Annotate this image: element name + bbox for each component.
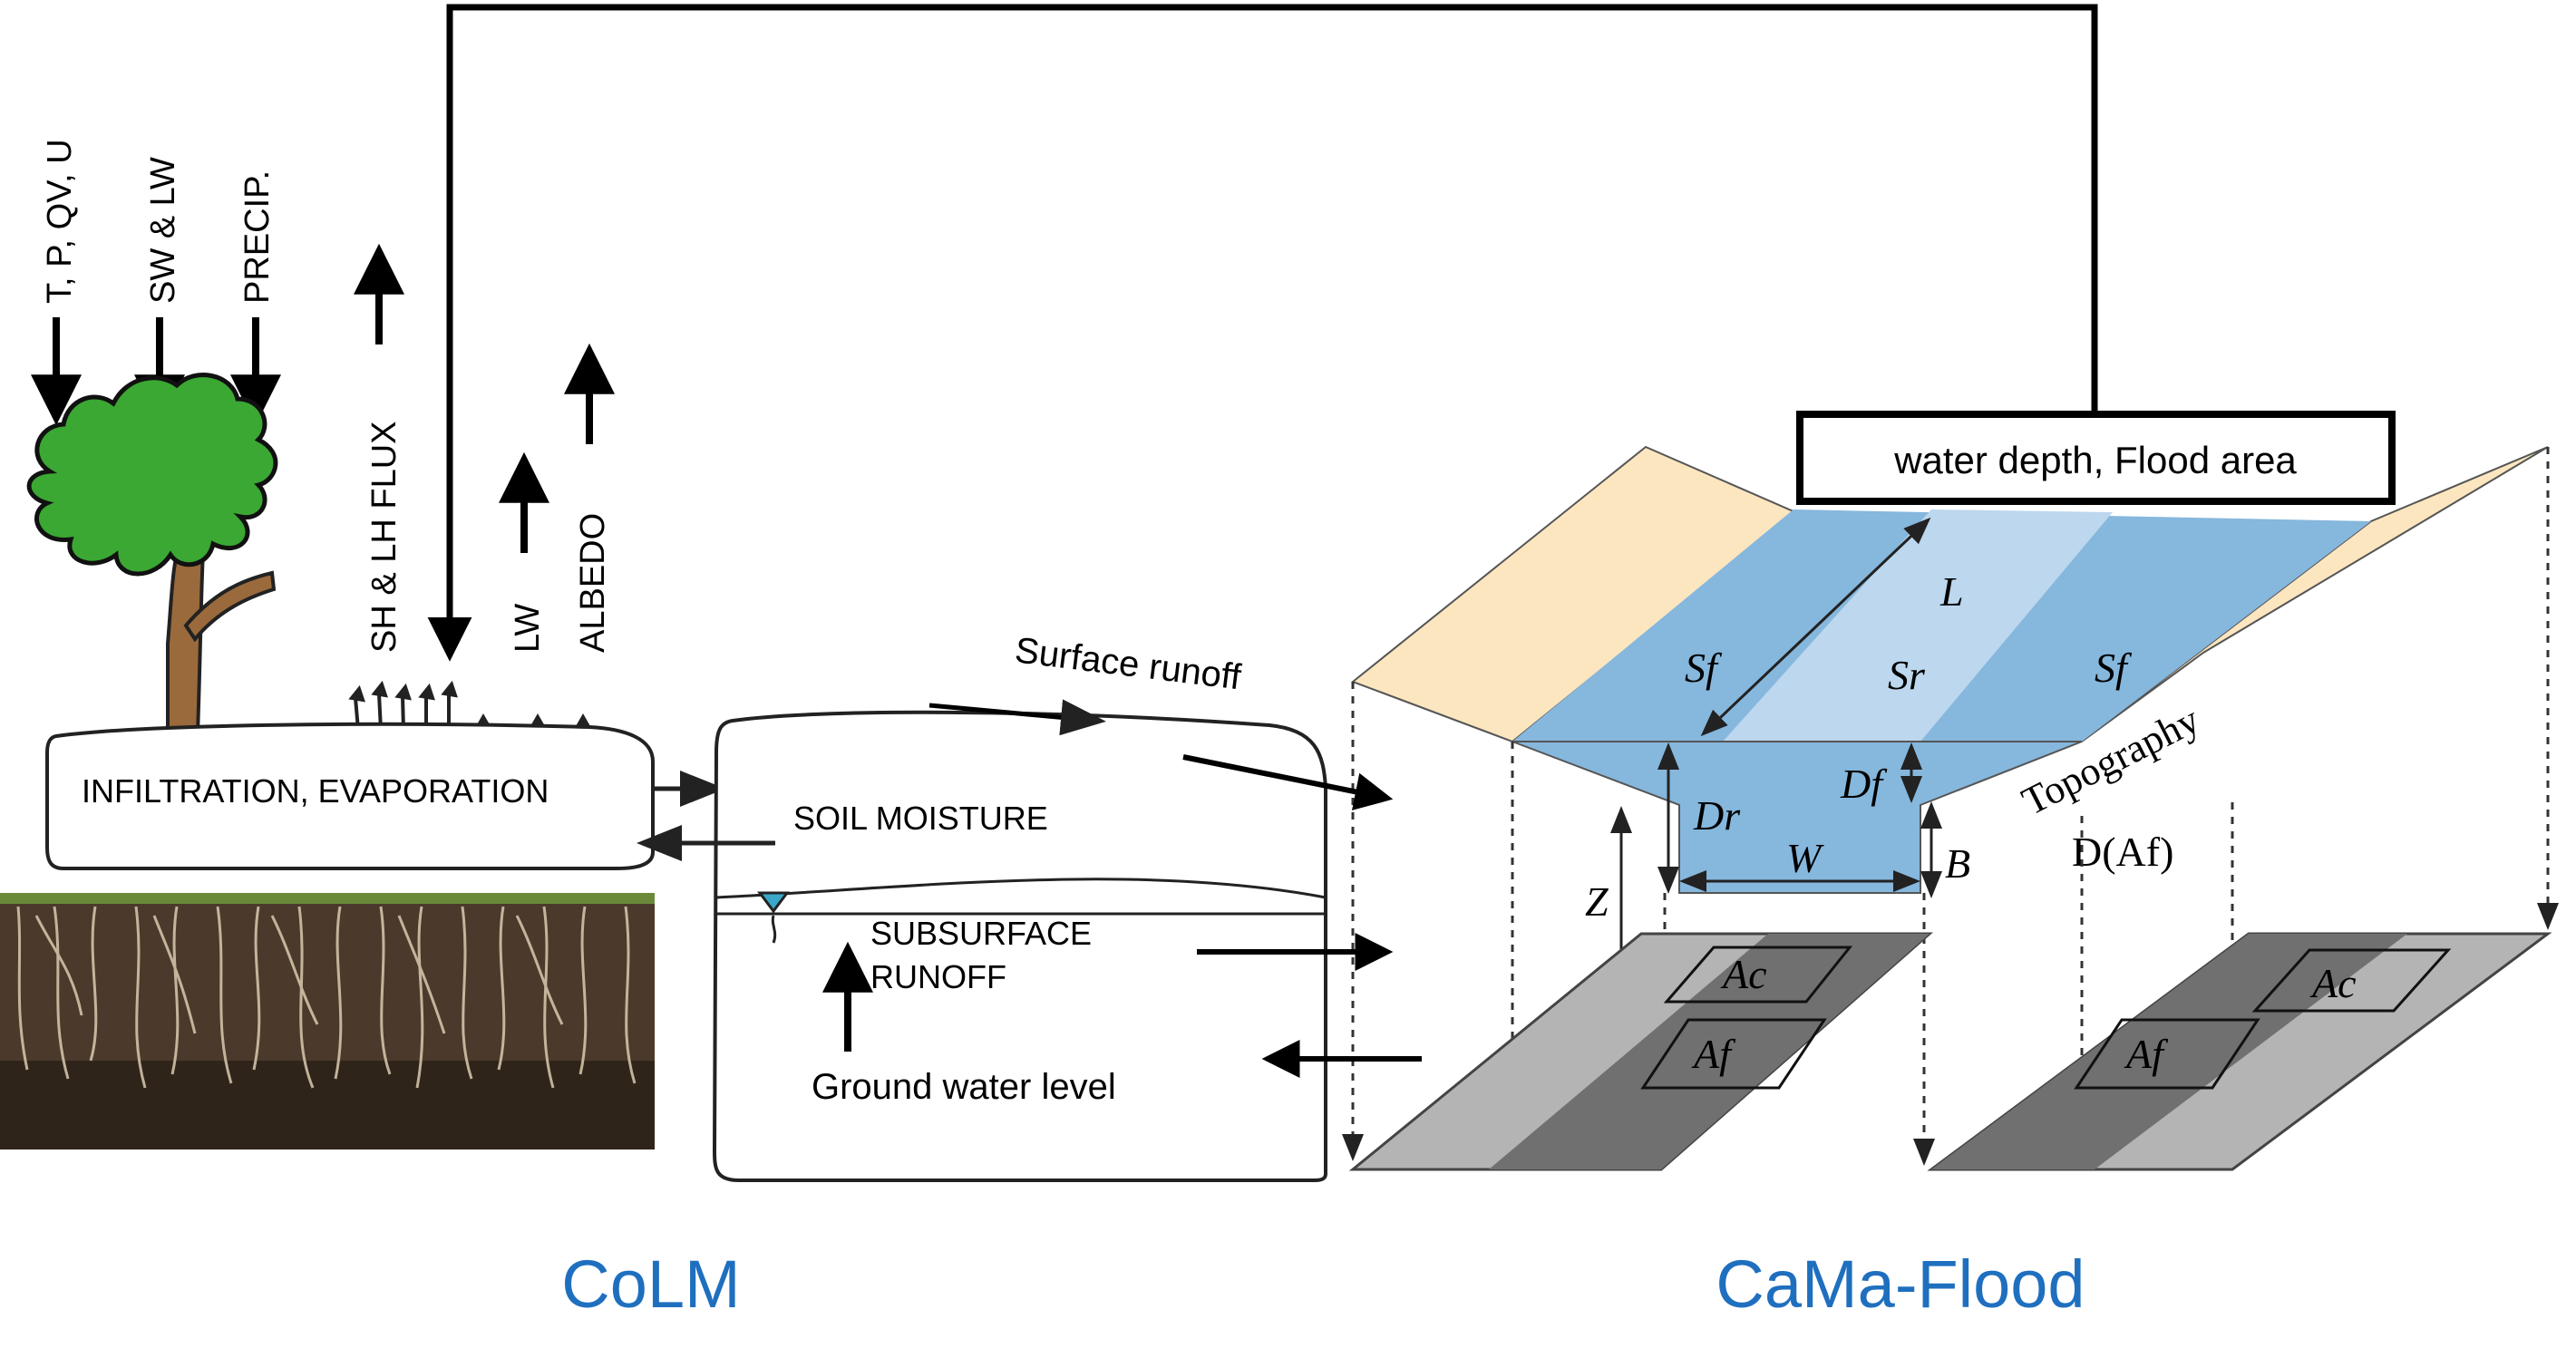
label-Z: Z — [1585, 878, 1609, 925]
grid-cell-right: Ac Af — [1927, 932, 2552, 1171]
label-Dr: Dr — [1693, 792, 1741, 839]
model-label-colm: CoLM — [561, 1246, 740, 1322]
label-Af-right: Af — [2124, 1031, 2169, 1077]
label-sh-lh-flux: SH & LH FLUX — [365, 421, 403, 653]
label-B: B — [1945, 840, 1970, 887]
label-soil-moisture: SOIL MOISTURE — [793, 800, 1048, 837]
label-subsurface: SUBSURFACE — [870, 915, 1092, 952]
atmospheric-forcing: T, P, QV, U SW & LW PRECIP. SH & LH FLUX… — [31, 139, 615, 653]
label-Sf-left: Sf — [1685, 645, 1723, 691]
feedback-box — [1796, 411, 2396, 505]
label-Ac-left: Ac — [1720, 951, 1767, 997]
label-Ac-right: Ac — [2309, 960, 2357, 1006]
label-L: L — [1939, 568, 1964, 615]
label-d-af: D(Af) — [2072, 829, 2173, 875]
soil-column-box: SOIL MOISTURE SUBSURFACE RUNOFF Ground w… — [637, 699, 1327, 1182]
label-Sr: Sr — [1888, 652, 1926, 698]
label-Sf-right: Sf — [2095, 645, 2133, 691]
label-ground-water-level: Ground water level — [812, 1067, 1116, 1107]
tree-illustration — [26, 373, 278, 768]
land-surface-box: INFILTRATION, EVAPORATION — [45, 722, 725, 870]
label-surface-runoff: Surface runoff — [1013, 630, 1244, 697]
label-albedo: ALBEDO — [574, 513, 612, 653]
feedback-box-label: water depth, Flood area — [1893, 439, 2297, 481]
label-runoff: RUNOFF — [870, 958, 1006, 995]
label-lw: LW — [509, 604, 547, 653]
label-t-p-qv-u: T, P, QV, U — [41, 139, 79, 304]
label-precip: PRECIP. — [238, 170, 277, 304]
model-label-cama-flood: CaMa-Flood — [1716, 1246, 2085, 1322]
label-Df: Df — [1840, 761, 1888, 807]
feedback-loop: water depth, Flood area — [427, 4, 2396, 662]
label-Af-left: Af — [1691, 1031, 1736, 1077]
label-W: W — [1786, 835, 1824, 881]
grid-cell-left: Ac Af — [1348, 932, 1933, 1171]
cama-flood-cross-section: L Sf Sr Sf Df Dr W B Topography D(Af) Z — [1351, 445, 2549, 1165]
label-infiltration-evaporation: INFILTRATION, EVAPORATION — [82, 772, 549, 810]
soil-roots-photo — [0, 893, 655, 1149]
label-sw-lw: SW & LW — [144, 157, 182, 304]
